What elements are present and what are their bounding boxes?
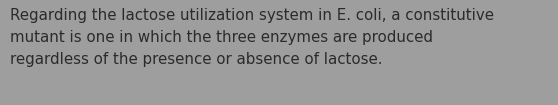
Text: Regarding the lactose utilization system in E. coli, a constitutive
mutant is on: Regarding the lactose utilization system…: [10, 8, 494, 67]
